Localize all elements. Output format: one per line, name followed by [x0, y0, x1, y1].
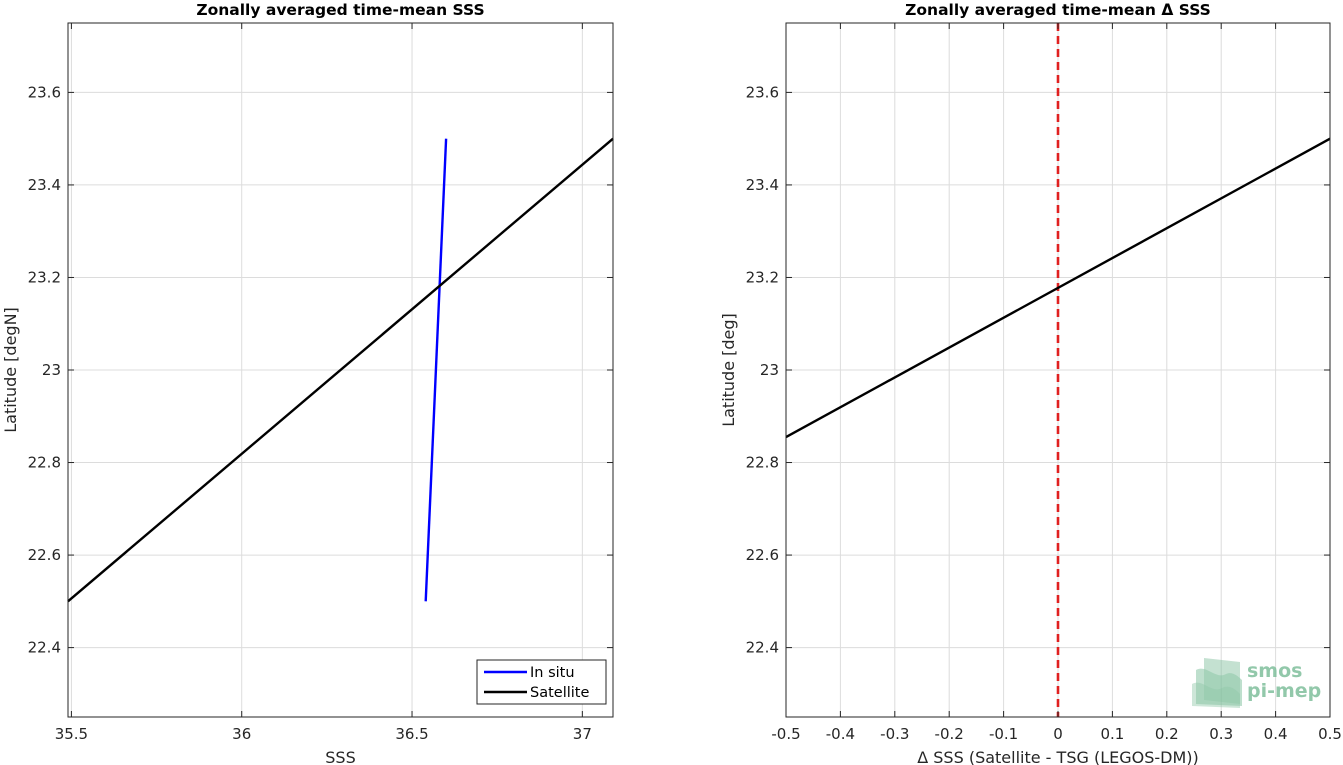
x-axis-label: SSS	[325, 748, 355, 765]
x-tick-label: -0.4	[826, 725, 855, 743]
x-tick-label: -0.1	[989, 725, 1018, 743]
y-tick-label: 23.2	[746, 268, 779, 286]
logo-text-line1: smos	[1247, 660, 1302, 682]
legend-entry: In situ	[530, 665, 575, 681]
logo-wave	[1196, 668, 1242, 706]
x-tick-label: 36	[232, 725, 251, 743]
y-tick-label: 22.6	[28, 546, 61, 564]
x-tick-label: 0.4	[1264, 725, 1288, 743]
x-tick-label: -0.5	[771, 725, 800, 743]
x-tick-label: 0.1	[1100, 725, 1124, 743]
x-axis-label: Δ SSS (Satellite - TSG (LEGOS-DM))	[917, 748, 1199, 765]
x-tick-label: -0.3	[880, 725, 909, 743]
y-tick-label: 22.4	[746, 639, 779, 657]
y-axis-label: Latitude [deg]	[719, 313, 738, 427]
y-tick-label: 23	[760, 361, 779, 379]
y-tick-label: 22.8	[746, 454, 779, 472]
y-axis-label: Latitude [degN]	[1, 307, 20, 433]
x-tick-label: 35.5	[55, 725, 88, 743]
x-tick-label: 0.3	[1209, 725, 1233, 743]
chart-title: Zonally averaged time-mean Δ SSS	[905, 1, 1211, 19]
y-tick-label: 23	[42, 361, 61, 379]
y-tick-label: 22.8	[28, 454, 61, 472]
x-tick-label: 0	[1053, 725, 1063, 743]
y-tick-label: 23.6	[746, 83, 779, 101]
legend-entry: Satellite	[530, 685, 589, 701]
series-line-satellite	[67, 137, 614, 603]
series-line-in-situ	[424, 138, 448, 602]
chart-title: Zonally averaged time-mean SSS	[196, 1, 484, 19]
x-tick-label: -0.2	[935, 725, 964, 743]
x-tick-label: 0.5	[1318, 725, 1342, 743]
series-line-1	[785, 137, 1331, 439]
x-tick-label: 37	[573, 725, 592, 743]
y-tick-label: 22.4	[28, 639, 61, 657]
chart-panel-2: -0.5 -0.4 -0.3 -0.2 -0.1 0 0.1 0.2 0.3 0.4 0.5 22.4…	[719, 1, 1342, 765]
legend-box	[476, 659, 607, 705]
x-tick-label: 0.2	[1155, 725, 1179, 743]
x-tick-label: 36.5	[395, 725, 428, 743]
logo-text-line2: pi-mep	[1247, 680, 1321, 702]
y-tick-label: 23.2	[28, 268, 61, 286]
logo-wave	[1192, 682, 1240, 708]
legend: In situ Satellite	[476, 659, 607, 705]
y-tick-label: 23.4	[28, 176, 61, 194]
y-tick-label: 23.6	[28, 83, 61, 101]
y-tick-label: 23.4	[746, 176, 779, 194]
chart-panel-1: 35.5 36 36.5 37 22.4 22.6 22.8 23 23.2 23.4 23.6 Zo…	[1, 1, 614, 765]
y-tick-label: 22.6	[746, 546, 779, 564]
